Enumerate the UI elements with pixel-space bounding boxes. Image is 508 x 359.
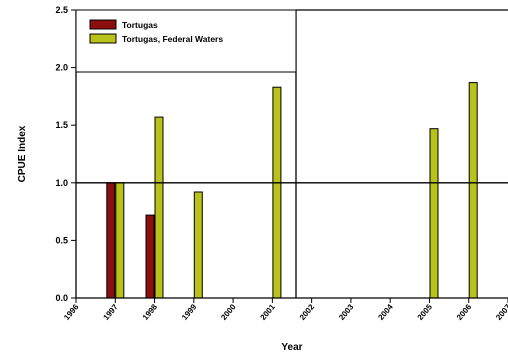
bar-tortugas-1998 bbox=[146, 215, 154, 298]
x-tick-label: 2007 bbox=[494, 302, 508, 322]
y-tick-label: 0.5 bbox=[55, 235, 68, 245]
bar-tortugas-1997 bbox=[107, 183, 115, 298]
x-tick-label: 2001 bbox=[259, 302, 278, 322]
y-tick-label: 2.0 bbox=[55, 63, 68, 73]
bar-federal-waters-1999 bbox=[194, 192, 202, 298]
x-tick-label: 1998 bbox=[141, 302, 160, 322]
x-tick-label: 1996 bbox=[62, 302, 81, 322]
x-tick-label: 1997 bbox=[101, 302, 120, 322]
x-tick-label: 1999 bbox=[180, 302, 199, 322]
x-tick-label: 2000 bbox=[219, 302, 238, 322]
legend-label: Tortugas bbox=[122, 20, 158, 30]
y-tick-label: 1.5 bbox=[55, 120, 68, 130]
y-tick-label: 2.5 bbox=[55, 5, 68, 15]
x-tick-label: 2004 bbox=[376, 302, 395, 322]
y-tick-label: 1.0 bbox=[55, 178, 68, 188]
bar-federal-waters-1998 bbox=[155, 117, 163, 298]
bar-federal-waters-2005 bbox=[430, 129, 438, 298]
bar-federal-waters-2006 bbox=[469, 83, 477, 298]
x-tick-label: 2006 bbox=[455, 302, 474, 322]
x-tick-label: 2005 bbox=[416, 302, 435, 322]
plot-marks bbox=[107, 83, 477, 298]
bar-federal-waters-1997 bbox=[116, 183, 124, 298]
x-axis-title: Year bbox=[281, 342, 302, 353]
legend-label: Tortugas, Federal Waters bbox=[122, 34, 223, 44]
y-axis-title: CPUE Index bbox=[17, 125, 28, 182]
legend-swatch bbox=[90, 20, 116, 29]
x-tick-label: 2003 bbox=[337, 302, 356, 322]
legend: Tortugas Tortugas, Federal Waters bbox=[76, 10, 296, 72]
bar-federal-waters-2001 bbox=[273, 87, 281, 298]
legend-swatch bbox=[90, 34, 116, 43]
x-tick-label: 2002 bbox=[298, 302, 317, 322]
y-tick-label: 0.0 bbox=[55, 293, 68, 303]
